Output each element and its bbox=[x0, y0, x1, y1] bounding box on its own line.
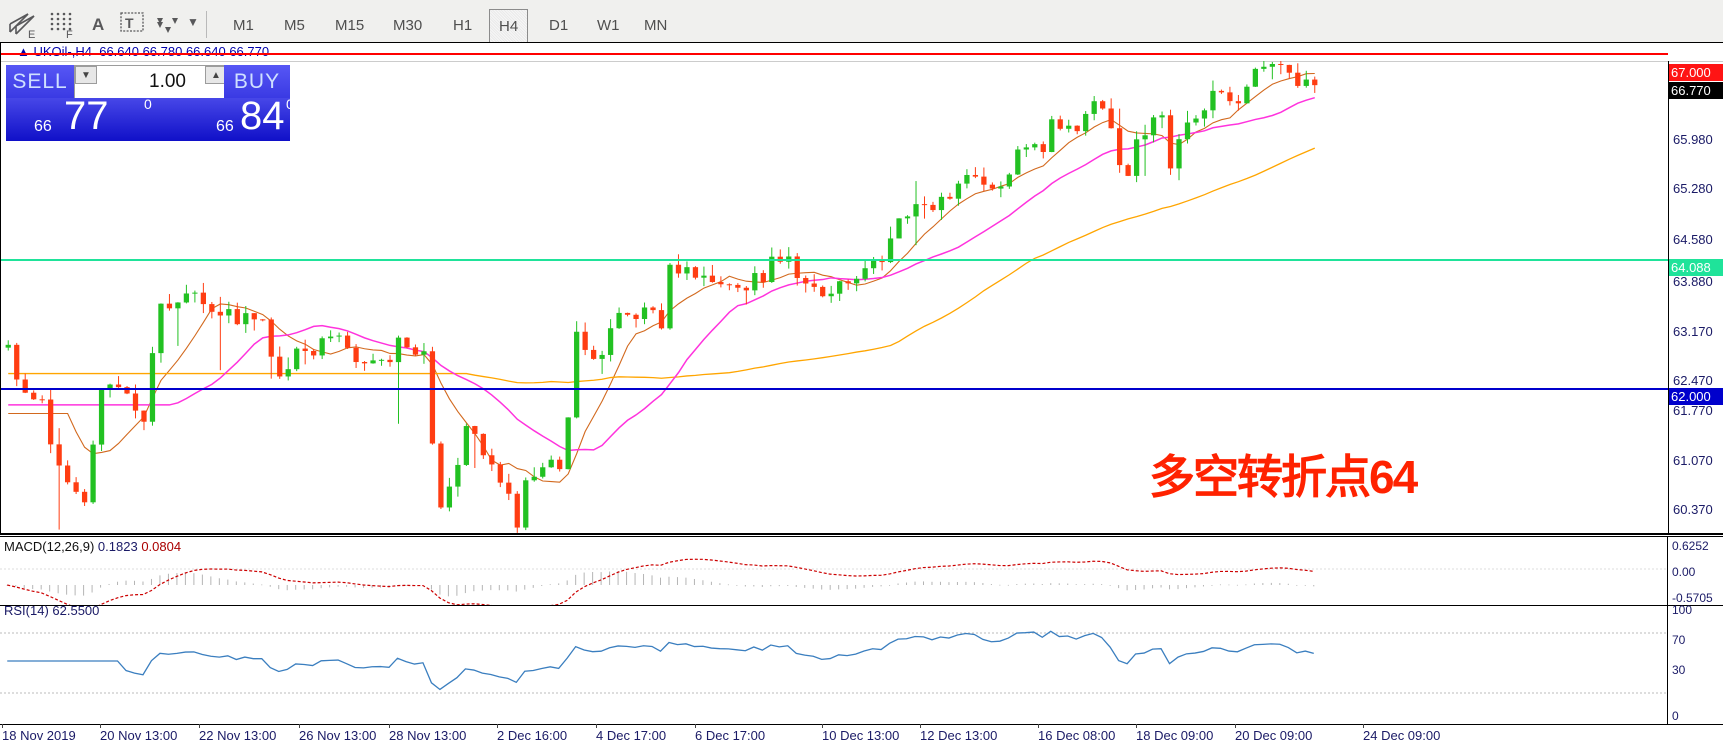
svg-text:F: F bbox=[66, 29, 73, 39]
svg-text:T: T bbox=[125, 15, 134, 31]
svg-text:E: E bbox=[28, 29, 35, 39]
